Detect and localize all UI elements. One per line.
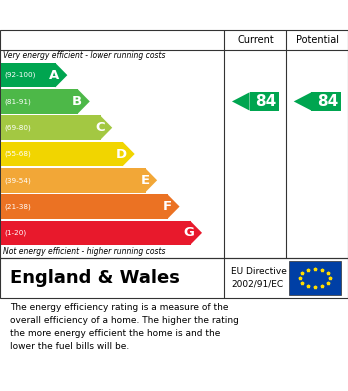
Text: (81-91): (81-91): [4, 98, 31, 105]
Text: Energy Efficiency Rating: Energy Efficiency Rating: [9, 6, 238, 24]
Polygon shape: [100, 115, 112, 140]
Polygon shape: [122, 142, 135, 166]
Text: Potential: Potential: [296, 35, 339, 45]
Text: Not energy efficient - higher running costs: Not energy efficient - higher running co…: [3, 248, 166, 256]
Polygon shape: [145, 168, 157, 192]
Text: England & Wales: England & Wales: [10, 269, 180, 287]
Text: EU Directive: EU Directive: [231, 267, 287, 276]
Text: 2002/91/EC: 2002/91/EC: [231, 280, 284, 289]
Text: Very energy efficient - lower running costs: Very energy efficient - lower running co…: [3, 52, 166, 61]
Polygon shape: [294, 92, 311, 111]
Bar: [1, 142, 123, 166]
Text: (55-68): (55-68): [4, 151, 31, 157]
Text: Current: Current: [237, 35, 274, 45]
Text: (69-80): (69-80): [4, 124, 31, 131]
Text: 84: 84: [317, 94, 338, 109]
Bar: [1, 63, 56, 87]
Text: (39-54): (39-54): [4, 177, 31, 183]
Text: E: E: [140, 174, 149, 187]
Polygon shape: [232, 92, 250, 111]
Text: 84: 84: [255, 94, 277, 109]
Text: B: B: [72, 95, 82, 108]
Text: G: G: [183, 226, 194, 239]
Bar: [1, 168, 146, 192]
Bar: [1, 221, 191, 245]
Bar: [311, 92, 341, 111]
Bar: [250, 92, 279, 111]
Text: C: C: [95, 121, 104, 134]
Polygon shape: [55, 63, 68, 87]
Text: F: F: [163, 200, 172, 213]
Bar: [1, 89, 78, 114]
Text: (92-100): (92-100): [4, 72, 35, 78]
Polygon shape: [78, 89, 90, 114]
Bar: [289, 261, 341, 295]
Bar: [1, 194, 168, 219]
Bar: [1, 115, 101, 140]
Polygon shape: [167, 194, 180, 219]
Text: (21-38): (21-38): [4, 203, 31, 210]
Text: (1-20): (1-20): [4, 230, 26, 236]
Text: A: A: [49, 69, 60, 82]
Text: D: D: [116, 147, 127, 160]
Text: The energy efficiency rating is a measure of the
overall efficiency of a home. T: The energy efficiency rating is a measur…: [10, 303, 239, 351]
Polygon shape: [190, 221, 202, 245]
